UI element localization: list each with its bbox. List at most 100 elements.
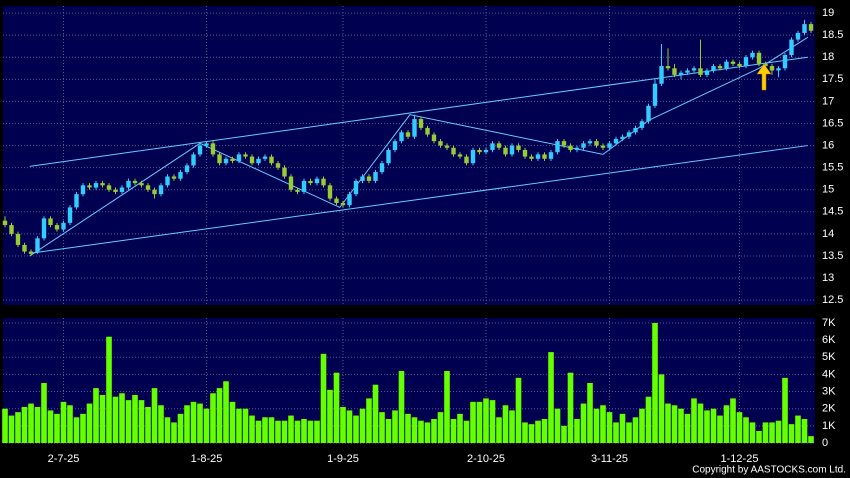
candle-body [87, 185, 92, 188]
candle-body [555, 141, 560, 153]
volume-bar [223, 381, 229, 443]
volume-bar [431, 418, 437, 443]
candle-body [665, 66, 671, 69]
volume-bar [28, 403, 34, 443]
candle-body [340, 202, 346, 206]
volume-bar [632, 417, 639, 443]
candle-body [678, 72, 684, 75]
volume-bar [138, 400, 145, 443]
candle-body [230, 158, 235, 162]
candle-body [561, 141, 567, 146]
volume-bar [54, 413, 60, 443]
volume-bar [405, 413, 411, 443]
volume-bar [210, 393, 216, 443]
volume-bar [600, 405, 606, 443]
volume-bar [106, 336, 112, 443]
candle-body [67, 207, 73, 223]
volume-bar [697, 403, 704, 443]
candle-body [483, 149, 489, 153]
candle-body [464, 156, 469, 164]
volume-bar [132, 394, 138, 443]
volume-bar [808, 436, 814, 443]
volume-bar [723, 405, 730, 443]
volume-bar [658, 374, 665, 443]
volume-bar [795, 415, 801, 443]
volume-bar [593, 408, 600, 443]
candle-body [113, 189, 118, 192]
candle-body [61, 222, 66, 230]
volume-bar [314, 420, 320, 443]
candle-body [405, 132, 411, 137]
x-tick-label: 1-9-25 [327, 453, 359, 465]
candle-body [659, 66, 664, 84]
candle-body [769, 66, 775, 71]
candle-body [314, 178, 320, 184]
volume-bar [392, 410, 398, 443]
volume-bar [457, 413, 463, 443]
y-tick-label: 16.5 [822, 117, 843, 129]
candle-body [308, 180, 313, 184]
volume-bar [515, 377, 522, 443]
volume-bar [788, 424, 795, 443]
volume-bar [151, 388, 158, 443]
candle-body [74, 194, 79, 208]
volume-bar [678, 408, 684, 443]
volume-bar [613, 422, 619, 443]
candle-body [776, 68, 781, 71]
candle-body [711, 66, 716, 71]
volume-bar [554, 408, 561, 443]
y-tick-label: 5K [822, 351, 836, 363]
candle-body [210, 143, 216, 155]
candle-body [132, 180, 138, 184]
volume-bar [99, 394, 106, 443]
volume-bar [756, 430, 762, 443]
volume-bar [502, 405, 509, 443]
candle-body [542, 154, 547, 159]
candle-body [587, 141, 593, 144]
volume-bar [60, 401, 67, 443]
candle-body [126, 180, 131, 188]
volume-bar [184, 405, 190, 443]
volume-bar [535, 420, 541, 443]
candle-body [698, 68, 703, 75]
volume-bar [262, 417, 268, 443]
candle-body [438, 141, 443, 146]
volume-bar [645, 396, 652, 443]
candle-body [184, 165, 190, 173]
volume-bar [197, 403, 203, 443]
x-tick-label: 1-8-25 [191, 453, 223, 465]
volume-bar [418, 420, 424, 443]
candle-body [204, 143, 209, 146]
y-tick-label: 19 [822, 7, 834, 19]
volume-bar [307, 420, 314, 443]
volume-bar [8, 415, 15, 443]
candle-body [490, 143, 495, 150]
candle-body [334, 198, 339, 203]
candle-body [295, 189, 300, 192]
y-tick-label: 17 [822, 95, 834, 107]
candle-body [496, 143, 502, 148]
volume-bar [346, 410, 353, 443]
candle-body [243, 154, 248, 157]
candle-body [620, 136, 625, 139]
candle-body [93, 183, 99, 188]
volume-bar [626, 422, 632, 443]
volume-bar [411, 417, 418, 443]
volume-bar [281, 420, 288, 443]
candle-body [106, 185, 112, 190]
volume-bar [606, 412, 613, 443]
candle-body [100, 183, 105, 186]
candle-body [691, 68, 697, 71]
candle-body [418, 119, 424, 128]
volume-bar [548, 352, 554, 443]
volume-bar [294, 420, 301, 443]
candle-body [373, 172, 378, 181]
volume-bar [561, 425, 567, 443]
volume-bar [476, 401, 483, 443]
volume-bar [691, 398, 697, 443]
x-tick-label: 2-7-25 [48, 453, 80, 465]
candle-body [223, 158, 229, 164]
y-tick-label: 15 [822, 184, 834, 196]
candle-body [152, 189, 157, 195]
volume-bar [47, 410, 54, 443]
